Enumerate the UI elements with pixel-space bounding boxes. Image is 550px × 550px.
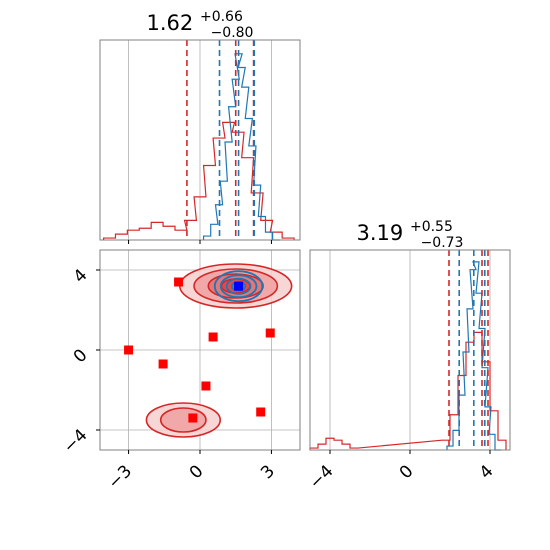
br-tick-label-2: 4 <box>476 461 498 483</box>
contour-red-1-1 <box>159 407 207 433</box>
contour-blue-1 <box>219 274 258 299</box>
red-point-7 <box>256 407 266 417</box>
title-y: 3.19 +0.55 −0.73 <box>357 212 464 251</box>
contour-blue-0 <box>213 270 264 303</box>
y-tick-label-0: −4 <box>60 425 92 457</box>
x-tick-label-0: −3 <box>104 461 136 493</box>
blue-point <box>234 281 244 291</box>
br-tick-label-0: −4 <box>306 461 338 493</box>
y-tick-label-2: 4 <box>70 265 92 287</box>
x-tick-label-1: 0 <box>186 461 208 483</box>
red-point-6 <box>188 413 198 423</box>
red-point-0 <box>174 277 184 287</box>
y-tick-label-1: 0 <box>70 345 92 367</box>
hist-red-y <box>309 331 507 450</box>
red-point-2 <box>265 328 275 338</box>
red-point-1 <box>208 332 218 342</box>
title-x: 1.62 +0.66 −0.80 <box>147 2 254 41</box>
hist-red-x <box>102 121 295 240</box>
contour-blue-2 <box>225 277 252 295</box>
br-tick-label-1: 0 <box>396 461 418 483</box>
hist-blue-x <box>202 53 280 241</box>
red-point-4 <box>158 359 168 369</box>
red-point-5 <box>201 381 211 391</box>
red-point-3 <box>124 345 134 355</box>
x-tick-label-2: 3 <box>257 461 279 483</box>
